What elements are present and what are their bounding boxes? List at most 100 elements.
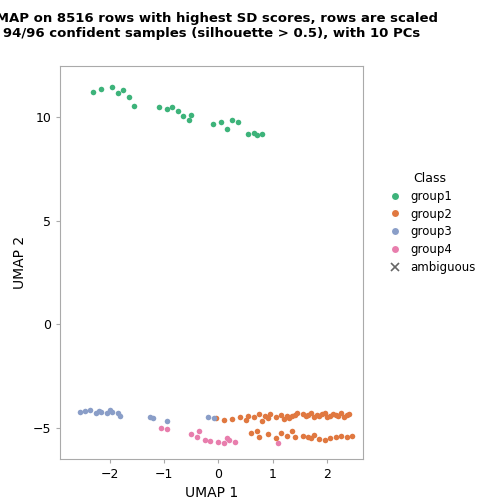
- Point: [225, 436, 233, 444]
- Point: [332, 433, 340, 441]
- Point: [89, 88, 97, 96]
- Point: [253, 131, 261, 139]
- Point: [310, 413, 318, 421]
- Point: [220, 416, 228, 424]
- Point: [244, 412, 253, 420]
- Point: [236, 413, 244, 421]
- Point: [250, 413, 258, 421]
- Text: UMAP on 8516 rows with highest SD scores, rows are scaled
94/96 confident sample: UMAP on 8516 rows with highest SD scores…: [0, 12, 438, 40]
- Point: [256, 410, 264, 418]
- Point: [293, 409, 301, 417]
- Point: [196, 427, 204, 435]
- Point: [283, 432, 291, 440]
- Point: [312, 411, 321, 419]
- Point: [321, 409, 329, 417]
- Point: [210, 414, 218, 422]
- Point: [223, 434, 231, 442]
- Point: [264, 430, 272, 438]
- Point: [149, 414, 157, 422]
- Point: [114, 89, 122, 97]
- Point: [220, 439, 228, 447]
- Point: [228, 415, 236, 423]
- Point: [266, 410, 274, 418]
- Legend: group1, group2, group3, group4, ambiguous: group1, group2, group3, group4, ambiguou…: [381, 170, 478, 276]
- Point: [337, 432, 345, 440]
- Point: [337, 409, 345, 417]
- Point: [179, 112, 187, 120]
- Point: [301, 412, 309, 420]
- Point: [299, 410, 307, 418]
- Point: [324, 413, 332, 421]
- Point: [86, 406, 94, 414]
- Point: [163, 105, 171, 113]
- Point: [231, 121, 239, 130]
- Point: [204, 413, 212, 421]
- Point: [332, 411, 340, 419]
- Point: [272, 434, 280, 442]
- Point: [146, 413, 154, 421]
- Point: [326, 412, 334, 420]
- Point: [288, 412, 296, 420]
- Point: [206, 437, 214, 445]
- Point: [187, 430, 195, 438]
- Point: [130, 102, 138, 110]
- Point: [329, 410, 337, 418]
- Point: [348, 432, 356, 440]
- Point: [201, 436, 209, 444]
- Point: [124, 93, 133, 101]
- Point: [114, 409, 122, 417]
- Point: [97, 408, 105, 416]
- Point: [168, 103, 176, 111]
- Point: [187, 111, 195, 119]
- Point: [277, 411, 285, 419]
- Point: [223, 124, 231, 133]
- Point: [228, 116, 236, 124]
- Point: [116, 412, 124, 420]
- Point: [310, 431, 318, 439]
- Point: [119, 86, 127, 94]
- Point: [81, 407, 89, 415]
- Point: [163, 417, 171, 425]
- Point: [95, 407, 103, 415]
- Point: [343, 433, 351, 441]
- Point: [307, 409, 315, 417]
- Point: [209, 120, 217, 129]
- Point: [193, 433, 201, 441]
- Point: [173, 107, 181, 115]
- Point: [250, 129, 258, 137]
- Point: [247, 429, 255, 437]
- Point: [272, 413, 280, 421]
- Point: [280, 415, 288, 423]
- Point: [283, 412, 291, 420]
- Point: [103, 409, 111, 417]
- Point: [108, 408, 116, 416]
- Point: [307, 434, 315, 442]
- Point: [76, 408, 84, 416]
- Point: [316, 412, 324, 420]
- Point: [299, 432, 307, 440]
- Point: [304, 433, 312, 441]
- Point: [212, 414, 220, 422]
- Point: [256, 433, 264, 441]
- Point: [97, 85, 105, 93]
- Point: [321, 436, 329, 444]
- Point: [288, 427, 296, 435]
- Point: [334, 412, 342, 420]
- Point: [277, 429, 285, 437]
- Point: [304, 411, 312, 419]
- Point: [163, 424, 171, 432]
- Point: [340, 413, 348, 421]
- Point: [258, 130, 266, 138]
- Point: [345, 410, 353, 418]
- Point: [261, 412, 269, 420]
- Point: [215, 438, 223, 446]
- Point: [244, 130, 253, 138]
- Point: [253, 427, 261, 435]
- Point: [155, 103, 163, 111]
- Point: [285, 414, 293, 422]
- Point: [92, 409, 100, 417]
- Point: [343, 411, 351, 419]
- Point: [242, 416, 250, 424]
- Point: [291, 433, 299, 441]
- Point: [231, 438, 239, 446]
